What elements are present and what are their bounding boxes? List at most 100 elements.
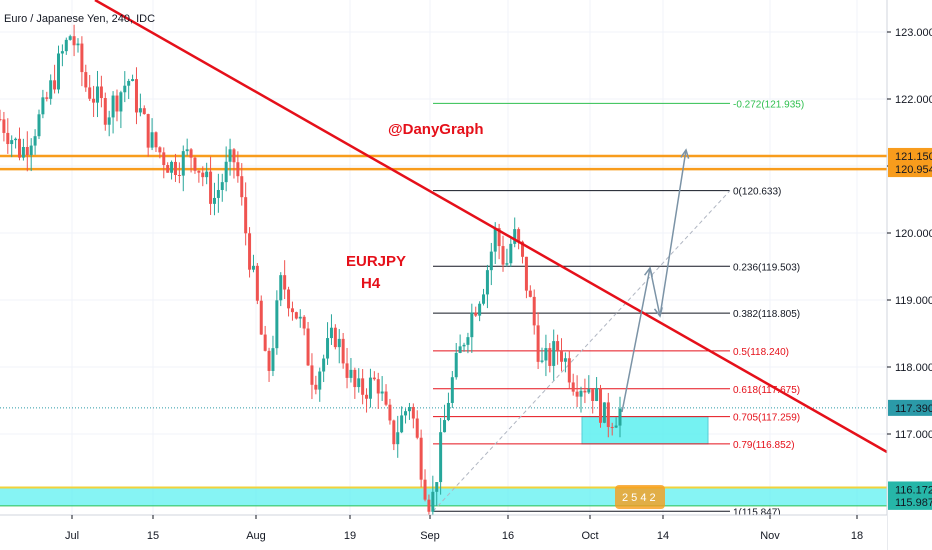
- candle-body: [345, 363, 349, 378]
- fibonacci-levels: -0.272(121.935) 0(120.633) 0.236(119.503) 0…: [432, 99, 804, 518]
- candle-body: [427, 499, 431, 512]
- candle-body: [64, 39, 68, 52]
- candle-body: [88, 87, 92, 99]
- candle-body: [517, 229, 521, 242]
- candle-body: [10, 140, 14, 145]
- time-tick-label: Sep: [420, 530, 440, 542]
- candle-body: [407, 407, 411, 412]
- candle-body: [485, 270, 489, 295]
- candle-body: [380, 391, 384, 394]
- candle-body: [563, 358, 567, 362]
- candle-body: [29, 145, 33, 156]
- candle-body: [337, 338, 341, 348]
- candle-body: [579, 390, 583, 397]
- candle-body: [618, 408, 622, 426]
- projection-arrowhead: [653, 307, 663, 318]
- price-label-text: 121.150: [895, 151, 932, 163]
- candle-body: [173, 161, 177, 176]
- candle-body: [384, 391, 388, 405]
- candle-body: [493, 228, 497, 252]
- candle-body: [21, 146, 25, 158]
- price-axis[interactable]: 123.000122.000121.000120.000119.000118.0…: [886, 0, 932, 550]
- candle-body: [17, 138, 21, 158]
- price-tick-label: 120.000: [895, 228, 932, 240]
- price-label-box: [888, 161, 932, 178]
- projection-arrowhead: [644, 266, 654, 277]
- price-label-box: [888, 481, 932, 498]
- candle-body: [462, 344, 466, 347]
- candle-body: [290, 308, 294, 313]
- grid: [0, 0, 887, 515]
- candle-body: [119, 92, 123, 112]
- candle-body: [267, 350, 271, 371]
- candle-body: [544, 348, 548, 361]
- price-label-text: 117.390: [895, 403, 932, 415]
- candlesticks: [0, 24, 622, 527]
- candle-body: [536, 325, 540, 362]
- candle-body: [501, 246, 505, 265]
- price-zones: [0, 154, 887, 507]
- candle-body: [357, 378, 361, 388]
- candle-body: [76, 43, 80, 46]
- candle-body: [560, 351, 564, 362]
- price-tick-label: 122.000: [895, 94, 932, 106]
- candle-body: [318, 371, 322, 390]
- candle-body: [72, 36, 76, 46]
- price-label-box: [888, 147, 932, 164]
- candle-body: [552, 341, 556, 366]
- candle-body: [583, 390, 587, 393]
- candle-body: [435, 482, 439, 492]
- candle-body: [68, 36, 72, 40]
- event-badge[interactable]: 2 5 4 2: [615, 485, 665, 509]
- candle-body: [259, 300, 263, 335]
- price-label-text: 116.172: [895, 484, 932, 496]
- candle-body: [275, 300, 279, 349]
- candle-body: [92, 98, 96, 103]
- candle-body: [528, 290, 532, 297]
- candle-body: [166, 165, 170, 173]
- time-tick-label: 15: [147, 530, 159, 542]
- candle-body: [302, 316, 306, 329]
- candle-body: [322, 358, 326, 372]
- price-axis-bg: [887, 0, 932, 550]
- time-tick-label: 18: [851, 530, 863, 542]
- candle-body: [25, 146, 29, 156]
- candle-body: [37, 114, 41, 137]
- chart-title: Euro / Japanese Yen, 240, IDC: [4, 13, 155, 25]
- candle-body: [450, 377, 454, 403]
- event-badge-label: 2 5 4 2: [622, 492, 656, 504]
- candle-body: [177, 175, 181, 177]
- fib-label: 0(120.633): [733, 187, 781, 198]
- candle-body: [41, 97, 45, 115]
- time-tick-label: 14: [657, 530, 669, 542]
- candle-body: [170, 161, 174, 173]
- candle-body: [329, 327, 333, 339]
- candle-body: [298, 316, 302, 319]
- price-label-text: 115.987: [895, 497, 932, 509]
- candle-body: [115, 95, 119, 112]
- fib-label: 0.382(118.805): [733, 309, 800, 320]
- time-tick-label: 19: [344, 530, 356, 542]
- time-tick-label: Nov: [760, 530, 780, 542]
- candle-body: [53, 80, 57, 90]
- candle-body: [400, 415, 404, 433]
- candle-body: [127, 80, 131, 86]
- candle-body: [556, 341, 560, 352]
- candle-body: [2, 119, 6, 133]
- time-axis[interactable]: Jul 15 Aug 19 Sep 16 Oct 14 Nov 18: [0, 514, 887, 550]
- candle-body: [146, 114, 150, 148]
- candle-body: [228, 149, 232, 162]
- candle-body: [138, 108, 142, 113]
- candle-body: [197, 170, 201, 173]
- fib-diagonal: [432, 190, 731, 512]
- candle-body: [372, 377, 376, 380]
- candle-body: [306, 328, 310, 366]
- fib-label: -0.272(121.935): [733, 99, 804, 110]
- candle-body: [396, 432, 400, 445]
- price-tick-label: 123.000: [895, 27, 932, 39]
- candle-body: [6, 132, 10, 145]
- candle-body: [193, 157, 197, 171]
- price-label-box: [888, 399, 932, 416]
- candle-body: [606, 402, 610, 428]
- timeframe-annotation: H4: [361, 275, 381, 292]
